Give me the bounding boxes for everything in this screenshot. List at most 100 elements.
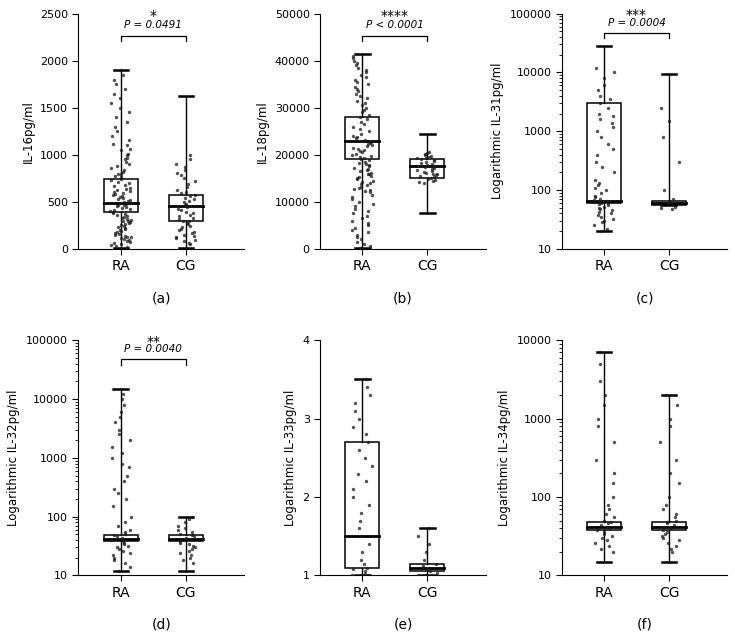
Text: (c): (c): [635, 291, 654, 305]
Point: [429, 155, 440, 166]
Point: [184, 221, 196, 231]
Bar: [169, 195, 203, 222]
Point: [595, 211, 606, 222]
Point: [121, 211, 133, 221]
Point: [174, 535, 186, 545]
Point: [355, 508, 367, 518]
Point: [427, 168, 439, 178]
Text: *: *: [150, 9, 157, 23]
Point: [105, 98, 117, 108]
Point: [365, 136, 376, 147]
Point: [346, 215, 358, 225]
Point: [354, 91, 366, 101]
Point: [657, 533, 669, 543]
Bar: [587, 522, 621, 530]
Point: [187, 213, 199, 223]
Point: [108, 181, 120, 191]
Point: [361, 141, 373, 152]
Point: [189, 176, 201, 186]
Point: [121, 154, 132, 164]
Point: [668, 520, 680, 530]
Point: [113, 566, 125, 576]
Point: [362, 220, 374, 231]
Point: [121, 117, 133, 127]
Point: [607, 214, 619, 224]
Point: [353, 197, 365, 207]
Point: [118, 197, 130, 207]
Point: [183, 215, 195, 225]
Point: [422, 174, 434, 184]
Point: [106, 443, 118, 453]
Point: [108, 187, 120, 197]
Point: [589, 175, 600, 185]
Point: [186, 227, 198, 238]
Point: [362, 562, 373, 573]
Point: [593, 207, 605, 217]
Point: [594, 204, 606, 214]
Point: [420, 168, 431, 178]
Point: [110, 112, 121, 122]
Point: [115, 174, 126, 184]
Point: [594, 90, 606, 101]
Point: [359, 453, 370, 463]
Point: [347, 564, 359, 574]
Point: [178, 236, 190, 247]
Point: [657, 132, 669, 142]
Text: P = 0.0004: P = 0.0004: [608, 18, 665, 28]
Point: [112, 199, 124, 210]
Point: [595, 226, 607, 236]
Point: [183, 238, 195, 248]
Point: [124, 435, 136, 445]
Point: [603, 540, 615, 550]
Point: [361, 165, 373, 175]
Point: [602, 499, 614, 510]
Point: [589, 538, 600, 548]
Point: [348, 75, 360, 85]
Point: [363, 155, 375, 166]
Point: [116, 459, 128, 469]
Point: [117, 448, 129, 458]
Point: [123, 197, 135, 208]
Point: [346, 192, 358, 202]
Point: [115, 407, 127, 417]
Point: [110, 241, 121, 251]
Point: [606, 205, 618, 215]
Point: [426, 164, 438, 174]
Point: [413, 177, 425, 187]
Point: [123, 183, 135, 193]
Point: [364, 110, 376, 120]
Point: [174, 536, 186, 547]
Point: [427, 176, 439, 186]
Point: [182, 179, 194, 189]
Point: [367, 175, 379, 185]
Point: [604, 94, 616, 104]
Point: [360, 159, 372, 169]
Point: [123, 178, 135, 188]
Bar: [104, 535, 137, 541]
Point: [115, 220, 126, 231]
Point: [420, 157, 432, 168]
Point: [594, 98, 606, 108]
Point: [123, 562, 135, 572]
Point: [109, 227, 121, 238]
Point: [356, 234, 368, 245]
Point: [598, 400, 610, 410]
Point: [355, 179, 367, 189]
Point: [190, 235, 201, 245]
Point: [362, 227, 373, 238]
Point: [121, 140, 133, 150]
Point: [670, 512, 681, 522]
Text: P = 0.0491: P = 0.0491: [124, 20, 182, 30]
Point: [120, 527, 132, 537]
Point: [108, 75, 120, 85]
Point: [421, 160, 433, 170]
Point: [360, 429, 372, 440]
Point: [592, 197, 603, 207]
Point: [673, 157, 685, 167]
Point: [602, 103, 614, 113]
Point: [124, 217, 136, 227]
Point: [107, 383, 119, 394]
Point: [346, 194, 358, 204]
Y-axis label: Logarithmic IL-31pg/ml: Logarithmic IL-31pg/ml: [491, 63, 503, 199]
Point: [670, 455, 681, 465]
